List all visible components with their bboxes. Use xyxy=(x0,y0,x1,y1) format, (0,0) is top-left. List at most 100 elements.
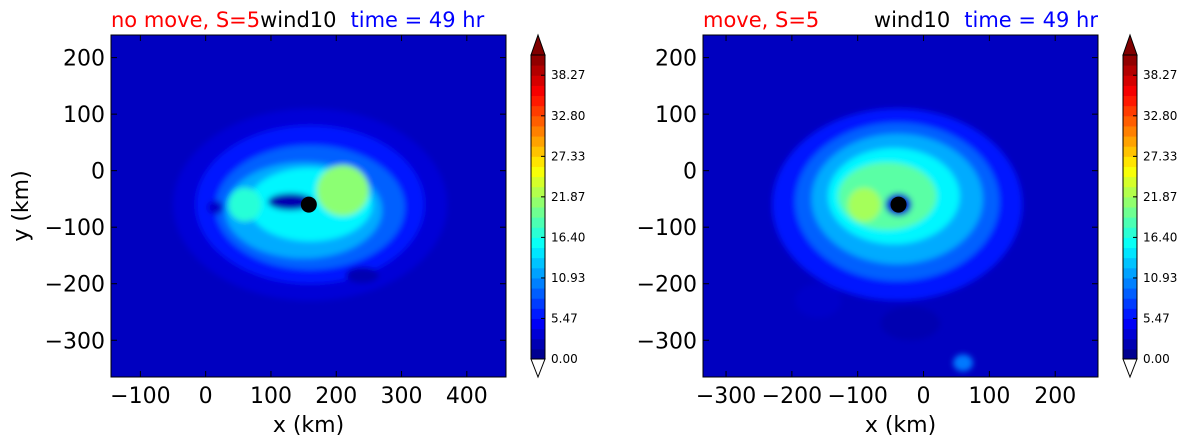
y-tick-label: −300 xyxy=(45,329,105,354)
colorbar-level xyxy=(1123,318,1137,330)
colorbar-tick-label: 38.27 xyxy=(1143,68,1177,82)
colorbar-level xyxy=(531,65,545,76)
colorbar-tick-label: 10.93 xyxy=(1143,271,1177,285)
storm-center-marker xyxy=(300,196,317,213)
colorbar-level xyxy=(1123,95,1137,107)
x-tick-label: −300 xyxy=(696,384,756,409)
x-tick-label: −100 xyxy=(827,384,887,409)
colorbar-level xyxy=(1123,257,1137,269)
colorbar-level xyxy=(531,95,545,107)
contour-region-7 xyxy=(795,283,842,318)
colorbar-extend-max xyxy=(1122,33,1138,56)
colorbar-level xyxy=(531,247,545,259)
colorbar-level xyxy=(531,196,545,208)
colorbar-level xyxy=(1123,308,1137,319)
colorbar-tick-label: 21.87 xyxy=(551,190,585,204)
colorbar-level xyxy=(531,308,545,319)
colorbar-level xyxy=(531,338,545,350)
colorbar-tick-label: 27.33 xyxy=(1143,149,1177,163)
colorbar-tick-label: 21.87 xyxy=(1143,190,1177,204)
colorbar-level xyxy=(531,156,545,167)
colorbar-level xyxy=(1123,247,1137,259)
colorbar-level xyxy=(531,105,545,117)
colorbar-level xyxy=(1123,166,1137,178)
colorbar-extend-min xyxy=(530,358,546,379)
colorbar-level xyxy=(1123,196,1137,208)
plot-area-move xyxy=(703,35,1098,377)
colorbar-level xyxy=(1123,105,1137,117)
y-tick-label: 200 xyxy=(655,47,697,72)
colorbar-level xyxy=(531,328,545,340)
y-tick-label: −200 xyxy=(637,273,697,298)
colorbar-level xyxy=(531,125,545,137)
colorbar-tick-label: 0.00 xyxy=(1143,352,1170,366)
x-tick-label: −200 xyxy=(762,384,822,409)
x-tick-label: 100 xyxy=(250,384,292,409)
colorbar-level xyxy=(531,267,545,279)
y-axis-ticks: 200 100 0 −100 −200 −300 xyxy=(45,47,506,354)
colorbar-extend-max xyxy=(530,33,546,56)
colorbar-level xyxy=(1123,75,1137,86)
title-case: no move, S=5 xyxy=(111,8,260,32)
colorbar-tick-label: 16.40 xyxy=(1143,230,1177,244)
colorbar: 38.27 32.80 27.33 21.87 16.40 10.93 5.47 0.00 xyxy=(530,33,585,379)
contour-region-8 xyxy=(880,306,940,341)
colorbar-frame xyxy=(1122,54,1138,360)
colorbar-level xyxy=(1123,85,1137,97)
colorbar-level xyxy=(1123,288,1137,299)
colorbar-level xyxy=(531,55,545,66)
x-tick-label: 200 xyxy=(1034,384,1076,409)
colorbar-level xyxy=(531,288,545,299)
contour-region-8 xyxy=(207,200,224,215)
colorbar-level xyxy=(1123,65,1137,76)
colorbar-tick-label: 0.00 xyxy=(551,352,578,366)
panel-title-right: wind10 time = 49 hr xyxy=(874,8,1098,32)
colorbar-tick-label: 32.80 xyxy=(551,109,585,123)
title-variable: wind10 xyxy=(260,8,336,32)
colorbar-level xyxy=(1123,217,1137,228)
panel-title-left: move, S=5 xyxy=(703,8,819,32)
colorbar-level xyxy=(1123,115,1137,127)
colorbar-level xyxy=(531,207,545,218)
panel-move: −300 −200 −100 0 100 200 2001000−100−200−300 … xyxy=(637,8,1178,438)
x-tick-label: 0 xyxy=(917,384,931,409)
colorbar-level xyxy=(1123,298,1137,309)
colorbar-tick-label: 10.93 xyxy=(551,271,585,285)
colorbar-level xyxy=(531,348,545,360)
colorbar-level xyxy=(1123,125,1137,137)
x-axis-ticks: −100 0 100 200 300 400 xyxy=(110,35,488,409)
title-time: time = 49 hr xyxy=(964,8,1098,32)
colorbar-tick-label: 32.80 xyxy=(1143,109,1177,123)
colorbar-level xyxy=(531,186,545,198)
x-tick-label: 100 xyxy=(968,384,1010,409)
contour-region-5 xyxy=(847,187,881,222)
colorbar-tick-label: 27.33 xyxy=(551,149,585,163)
x-tick-label: 300 xyxy=(381,384,423,409)
colorbar-tick-label: 5.47 xyxy=(1143,311,1170,325)
colorbar-level xyxy=(531,166,545,178)
y-tick-label: 0 xyxy=(683,160,697,185)
panel-no-move: −100 0 100 200 300 400 200 100 0 −100 −200 −300 x … xyxy=(9,8,585,438)
x-tick-label: −100 xyxy=(110,384,170,409)
y-tick-label: −100 xyxy=(637,216,697,241)
storm-center-marker xyxy=(890,196,907,213)
colorbar-level xyxy=(1123,277,1137,289)
colorbar-level xyxy=(531,227,545,238)
x-axis-label: x (km) xyxy=(865,413,936,438)
colorbar-extend-min xyxy=(1122,358,1138,379)
y-tick-label: 100 xyxy=(655,103,697,128)
x-axis-ticks: −300 −200 −100 0 100 200 xyxy=(696,35,1076,409)
x-tick-label: 400 xyxy=(446,384,488,409)
colorbar-level xyxy=(1123,186,1137,198)
y-tick-label: 100 xyxy=(63,103,105,128)
colorbar-level xyxy=(1123,348,1137,360)
colorbar-level xyxy=(1123,156,1137,167)
colorbar-level xyxy=(1123,328,1137,340)
colorbar-level xyxy=(531,176,545,188)
title-time: time = 49 hr xyxy=(351,8,485,32)
colorbar-level xyxy=(531,277,545,289)
title-variable: wind10 xyxy=(874,8,950,32)
y-axis-ticks: 200 100 0 −100 −200 −300 xyxy=(637,47,1098,354)
colorbar: 38.27 32.80 27.33 21.87 16.40 10.93 5.47 0.00 xyxy=(1122,33,1177,379)
x-axis-label: x (km) xyxy=(273,413,344,438)
